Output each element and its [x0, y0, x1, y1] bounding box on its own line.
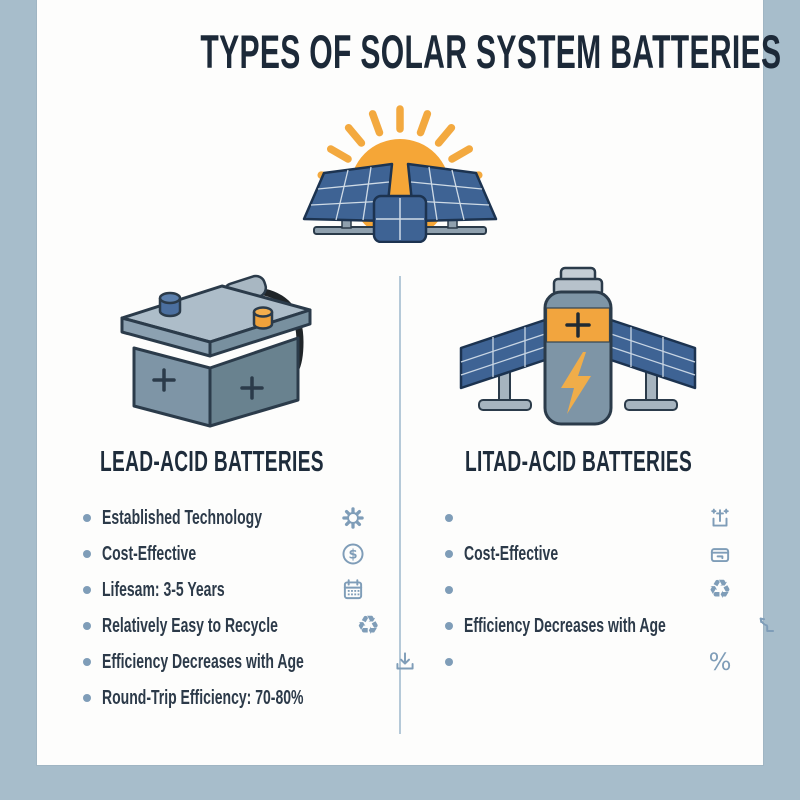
heading-litad-acid: LITAD-ACID BATTERIES	[465, 446, 800, 479]
list-item: Efficiency Decreases with Age	[445, 608, 775, 644]
list-item: Cost-Effective	[445, 536, 735, 572]
bullet-icon	[83, 694, 91, 702]
recycle-icon: ♻	[708, 575, 732, 605]
plus-marks	[152, 368, 264, 400]
list-item-label: Lifesam: 3-5 Years	[102, 578, 225, 601]
bullet-icon	[83, 550, 91, 558]
decline-arrow-icon	[752, 611, 782, 641]
list-item: Established Technology	[83, 500, 368, 536]
plus-mark	[565, 312, 591, 338]
list-item: %	[445, 644, 735, 680]
list-item	[445, 500, 735, 536]
terminal-negative	[158, 291, 182, 318]
heading-lead-acid-text: LEAD-ACID BATTERIES	[100, 446, 324, 478]
list-item: ♻	[445, 572, 735, 608]
bullet-icon	[445, 550, 453, 558]
list-item-label: Efficiency Decreases with Age	[464, 614, 666, 637]
litad-acid-feature-list: Cost-Effective ♻ Efficiency Decreases wi…	[445, 500, 775, 680]
list-item-label: Round-Trip Efficiency: 70-80%	[102, 686, 304, 709]
list-item-label: Cost-Effective	[102, 542, 197, 565]
column-divider	[399, 276, 401, 734]
empty-icon-slot	[390, 683, 420, 713]
bullet-icon	[83, 658, 91, 666]
list-item: Cost-Effective $	[83, 536, 368, 572]
battery-cell	[543, 266, 613, 426]
lead-acid-battery-illustration	[120, 274, 312, 428]
toolbox-icon	[705, 539, 735, 569]
svg-text:$: $	[348, 548, 357, 563]
heading-litad-acid-text: LITAD-ACID BATTERIES	[465, 446, 693, 478]
page-title: TYPES OF SOLAR SYSTEM BATTERIES	[37, 24, 781, 79]
info-card: TYPES OF SOLAR SYSTEM BATTERIES	[37, 0, 781, 765]
page-title-text: TYPES OF SOLAR SYSTEM BATTERIES	[200, 25, 782, 78]
charge-tray-icon	[705, 503, 735, 533]
list-item-label: Cost-Effective	[464, 542, 559, 565]
list-item-label: Established Technology	[102, 506, 262, 529]
list-item-label: Relatively Easy to Recycle	[102, 614, 278, 637]
bullet-icon	[445, 586, 453, 594]
bullet-icon	[445, 622, 453, 630]
solar-panel-array	[302, 162, 498, 243]
calendar-icon	[338, 575, 368, 605]
list-item-label: Efficiency Decreases with Age	[102, 650, 304, 673]
lead-acid-feature-list: Established Technology	[83, 500, 414, 716]
list-item: Relatively Easy to Recycle ♻	[83, 608, 380, 644]
panel-stands	[478, 367, 678, 411]
bullet-icon	[445, 658, 453, 666]
lightning-bolt-icon	[561, 352, 591, 414]
bullet-icon	[83, 586, 91, 594]
terminal-positive	[252, 306, 274, 330]
list-item: Round-Trip Efficiency: 70-80%	[83, 680, 368, 716]
bullet-icon	[83, 622, 91, 630]
recycle-icon: ♻	[356, 611, 380, 641]
bullet-icon	[83, 514, 91, 522]
gear-icon	[338, 503, 368, 533]
download-arrow-icon	[390, 647, 420, 677]
dollar-circle-icon: $	[338, 539, 368, 569]
list-item: Lifesam: 3-5 Years	[83, 572, 368, 608]
sun-solar-panels-illustration	[302, 105, 498, 243]
list-item: Efficiency Decreases with Age	[83, 644, 414, 680]
heading-lead-acid: LEAD-ACID BATTERIES	[100, 446, 439, 479]
bullet-icon	[445, 514, 453, 522]
lithium-battery-illustration	[459, 266, 697, 426]
percent-icon: %	[708, 648, 732, 676]
